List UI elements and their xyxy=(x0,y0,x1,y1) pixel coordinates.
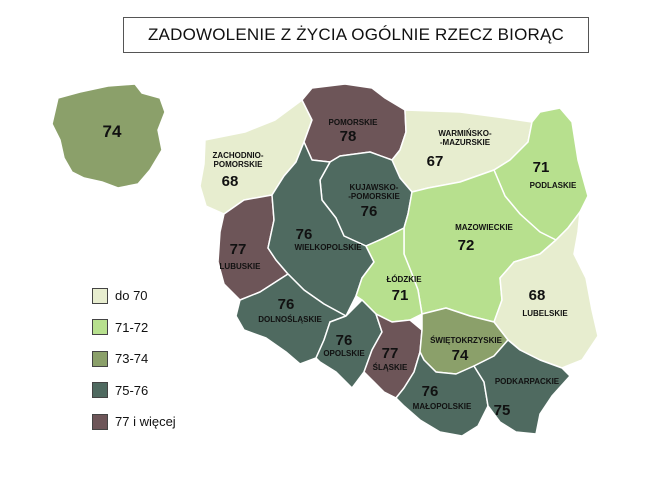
region-name: MAŁOPOLSKIE xyxy=(413,402,472,411)
region-name-line: POMORSKIE xyxy=(329,118,379,127)
region-name-line: ŚLĄSKIE xyxy=(373,363,408,372)
region-value: 76 xyxy=(422,383,439,400)
region-name-line: WIELKOPOLSKIE xyxy=(294,243,362,252)
region-name: MAZOWIECKIE xyxy=(455,223,513,232)
region-name-line: POMORSKIE xyxy=(214,160,264,169)
region-name-line: LUBUSKIE xyxy=(220,262,262,271)
region-name-line: PODKARPACKIE xyxy=(495,377,560,386)
region-value: 76 xyxy=(296,226,313,243)
region-name: WARMIŃSKO--MAZURSKIE xyxy=(438,129,492,147)
region-value: 72 xyxy=(458,237,475,254)
legend-swatch xyxy=(92,319,108,336)
region-podkarpackie xyxy=(473,339,571,435)
region-value: 76 xyxy=(278,296,295,313)
region-label-group: ZACHODNIO-POMORSKIE 68 POMORSKIE 78 WARM… xyxy=(212,118,577,419)
legend-item: do 70 xyxy=(92,280,176,312)
legend-label: 73-74 xyxy=(115,351,149,367)
region-name: ŚLĄSKIE xyxy=(373,363,408,372)
poland-overview-value: 74 xyxy=(103,122,122,141)
region-name: POMORSKIE xyxy=(329,118,379,127)
region-value: 67 xyxy=(427,153,444,170)
region-value: 68 xyxy=(222,173,239,190)
region-value: 71 xyxy=(392,287,409,304)
region-name: ŚWIĘTOKRZYSKIE xyxy=(430,336,503,345)
region-value: 76 xyxy=(361,203,378,220)
legend-item: 75-76 xyxy=(92,375,176,407)
region-name-line: KUJAWSKO- xyxy=(350,183,399,192)
region-name: ZACHODNIO-POMORSKIE xyxy=(212,151,263,169)
legend-swatch xyxy=(92,350,108,367)
legend-label: 77 i więcej xyxy=(115,414,176,430)
region-value: 74 xyxy=(452,347,469,364)
region-name: LUBUSKIE xyxy=(220,262,262,271)
region-value: 78 xyxy=(340,128,357,145)
region-name: LUBELSKIE xyxy=(522,309,568,318)
region-malopolskie xyxy=(395,351,489,437)
region-value: 71 xyxy=(533,159,550,176)
region-name: KUJAWSKO--POMORSKIE xyxy=(348,183,400,201)
legend-swatch xyxy=(92,287,108,304)
region-name-line: ZACHODNIO- xyxy=(212,151,263,160)
region-name-line: DOLNOŚLĄSKIE xyxy=(258,315,322,324)
region-name-line: ŚWIĘTOKRZYSKIE xyxy=(430,336,503,345)
region-name: PODLASKIE xyxy=(530,181,577,190)
map-title-box: ZADOWOLENIE Z ŻYCIA OGÓLNIE RZECZ BIORĄC xyxy=(123,17,589,53)
legend: do 70 71-72 73-74 75-76 77 i więcej xyxy=(92,280,176,438)
region-name-line: MAŁOPOLSKIE xyxy=(413,402,472,411)
region-value: 77 xyxy=(382,345,399,362)
region-value: 68 xyxy=(529,287,546,304)
region-name-line: LUBELSKIE xyxy=(522,309,568,318)
region-name-line: OPOLSKIE xyxy=(323,349,365,358)
region-name-line: -POMORSKIE xyxy=(348,192,400,201)
poland-overview xyxy=(51,83,166,189)
legend-item: 77 i więcej xyxy=(92,406,176,438)
region-lubelskie xyxy=(493,211,599,369)
region-value: 75 xyxy=(494,402,511,419)
region-value: 76 xyxy=(336,332,353,349)
legend-label: do 70 xyxy=(115,288,148,304)
legend-label: 75-76 xyxy=(115,382,149,398)
region-name: OPOLSKIE xyxy=(323,349,365,358)
region-name: DOLNOŚLĄSKIE xyxy=(258,315,322,324)
region-name-line: MAZOWIECKIE xyxy=(455,223,513,232)
legend-item: 73-74 xyxy=(92,343,176,375)
legend-item: 71-72 xyxy=(92,312,176,344)
region-name: PODKARPACKIE xyxy=(495,377,560,386)
legend-label: 71-72 xyxy=(115,319,149,335)
region-value: 77 xyxy=(230,241,247,258)
legend-swatch xyxy=(92,382,108,399)
map-title: ZADOWOLENIE Z ŻYCIA OGÓLNIE RZECZ BIORĄC xyxy=(147,25,565,44)
region-name: WIELKOPOLSKIE xyxy=(294,243,362,252)
region-name-line: ŁÓDZKIE xyxy=(386,275,422,284)
region-name-line: -MAZURSKIE xyxy=(440,138,491,147)
legend-swatch xyxy=(92,413,108,430)
region-name: ŁÓDZKIE xyxy=(386,275,422,284)
region-name-line: PODLASKIE xyxy=(530,181,577,190)
region-name-line: WARMIŃSKO- xyxy=(438,129,492,138)
